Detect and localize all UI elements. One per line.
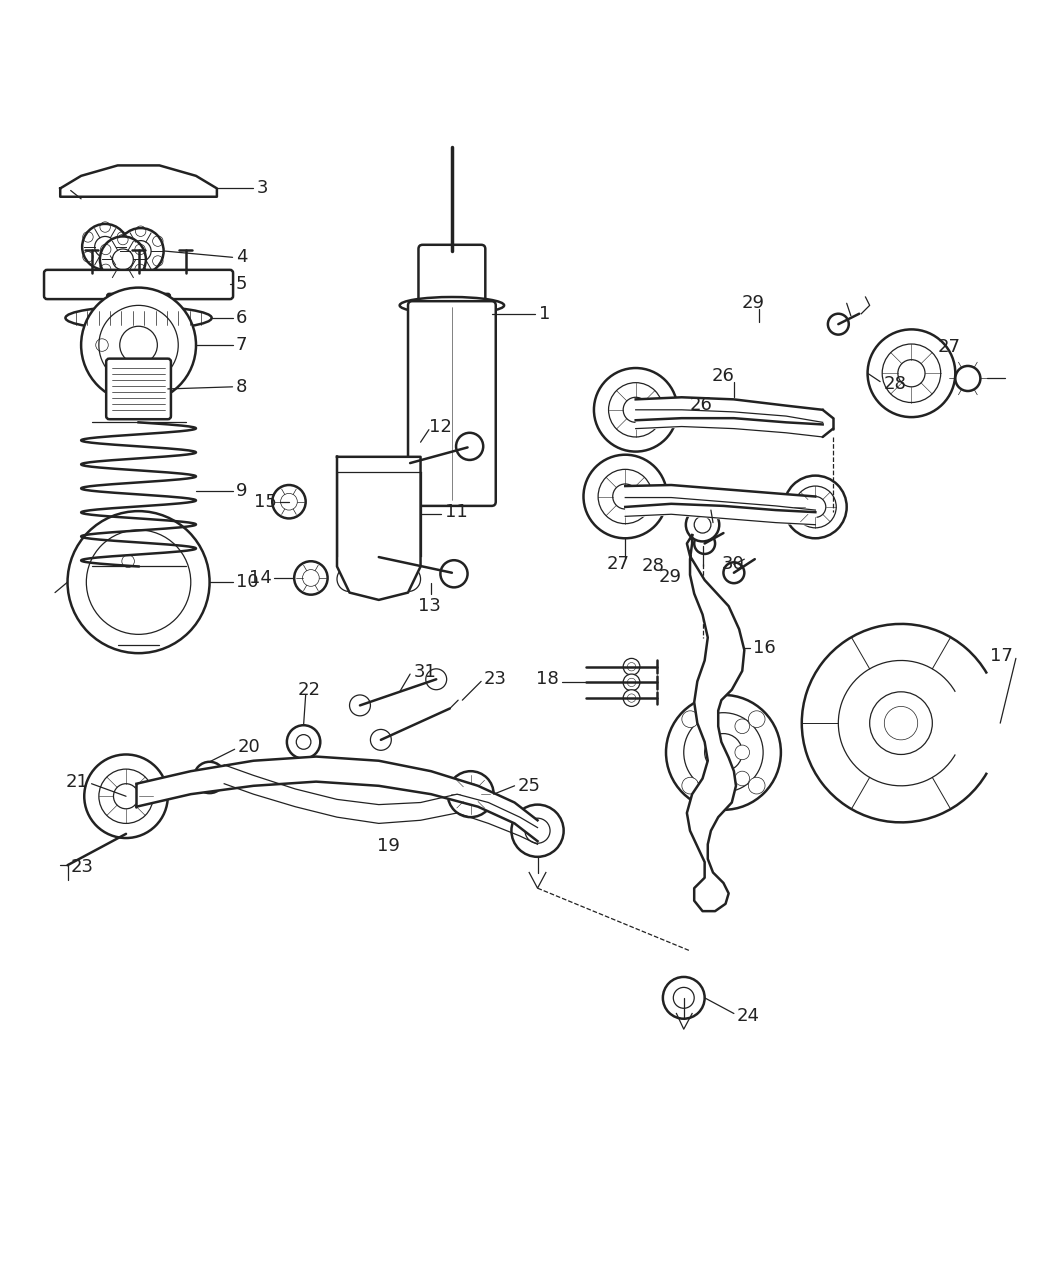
Text: 25: 25: [518, 776, 541, 794]
Text: 26: 26: [690, 395, 713, 413]
Text: 11: 11: [444, 504, 467, 521]
Text: 17: 17: [990, 648, 1012, 666]
Circle shape: [118, 228, 164, 274]
Circle shape: [294, 561, 328, 594]
Circle shape: [67, 511, 210, 653]
Circle shape: [371, 729, 392, 750]
FancyBboxPatch shape: [106, 358, 171, 419]
Circle shape: [749, 778, 765, 794]
FancyBboxPatch shape: [44, 270, 233, 300]
Text: 22: 22: [297, 681, 320, 699]
Circle shape: [666, 695, 781, 810]
Text: 19: 19: [377, 838, 400, 856]
Text: 18: 18: [536, 671, 559, 688]
Text: 20: 20: [237, 738, 260, 756]
Text: 24: 24: [737, 1006, 760, 1025]
Circle shape: [681, 778, 698, 794]
Circle shape: [663, 977, 705, 1019]
Polygon shape: [136, 756, 538, 842]
Circle shape: [956, 366, 981, 391]
FancyBboxPatch shape: [419, 245, 485, 307]
Circle shape: [624, 690, 639, 706]
Circle shape: [287, 725, 320, 759]
Circle shape: [511, 805, 564, 857]
Circle shape: [735, 719, 750, 733]
Circle shape: [100, 236, 146, 282]
Circle shape: [749, 710, 765, 728]
Circle shape: [624, 658, 639, 674]
Circle shape: [827, 314, 848, 334]
Text: 28: 28: [642, 557, 665, 575]
Circle shape: [82, 224, 128, 270]
Text: 21: 21: [65, 773, 88, 790]
Circle shape: [194, 761, 226, 793]
Circle shape: [694, 533, 715, 553]
FancyBboxPatch shape: [107, 293, 170, 321]
Text: 30: 30: [721, 556, 744, 574]
Circle shape: [337, 566, 362, 592]
Circle shape: [81, 288, 196, 403]
Text: 29: 29: [741, 295, 764, 312]
Text: 10: 10: [235, 574, 258, 592]
Text: 7: 7: [235, 337, 247, 354]
Circle shape: [350, 695, 371, 715]
Polygon shape: [337, 456, 421, 601]
Text: 23: 23: [483, 671, 506, 688]
Text: 28: 28: [883, 375, 906, 393]
Ellipse shape: [400, 297, 504, 314]
Text: 14: 14: [249, 569, 272, 586]
Ellipse shape: [65, 306, 212, 329]
Text: 27: 27: [938, 338, 961, 356]
Circle shape: [594, 368, 677, 451]
Circle shape: [272, 484, 306, 519]
Text: 1: 1: [539, 305, 550, 323]
Circle shape: [723, 562, 744, 583]
Text: 26: 26: [712, 367, 735, 385]
Text: 9: 9: [235, 482, 247, 500]
Text: 29: 29: [658, 567, 681, 586]
Text: 6: 6: [235, 309, 247, 326]
Text: 15: 15: [253, 492, 276, 511]
Circle shape: [867, 329, 956, 417]
Text: 23: 23: [70, 858, 93, 876]
Circle shape: [681, 710, 698, 728]
Circle shape: [396, 566, 421, 592]
Circle shape: [426, 669, 446, 690]
Circle shape: [447, 771, 494, 817]
Text: 31: 31: [414, 663, 436, 681]
Circle shape: [84, 755, 168, 838]
Text: 3: 3: [256, 180, 268, 198]
Circle shape: [686, 507, 719, 542]
Text: 13: 13: [419, 597, 441, 615]
Text: 8: 8: [235, 377, 247, 395]
Circle shape: [869, 692, 932, 755]
Circle shape: [735, 745, 750, 760]
Text: 4: 4: [235, 249, 247, 266]
Polygon shape: [60, 166, 217, 196]
Text: 5: 5: [235, 275, 247, 293]
Circle shape: [624, 674, 639, 691]
Circle shape: [456, 432, 483, 460]
FancyBboxPatch shape: [408, 301, 496, 506]
Circle shape: [735, 771, 750, 785]
Text: 27: 27: [607, 556, 629, 574]
Circle shape: [584, 455, 667, 538]
Text: 12: 12: [428, 417, 452, 436]
Circle shape: [440, 560, 467, 588]
Text: 16: 16: [753, 639, 776, 657]
Circle shape: [784, 476, 846, 538]
Polygon shape: [687, 536, 744, 912]
